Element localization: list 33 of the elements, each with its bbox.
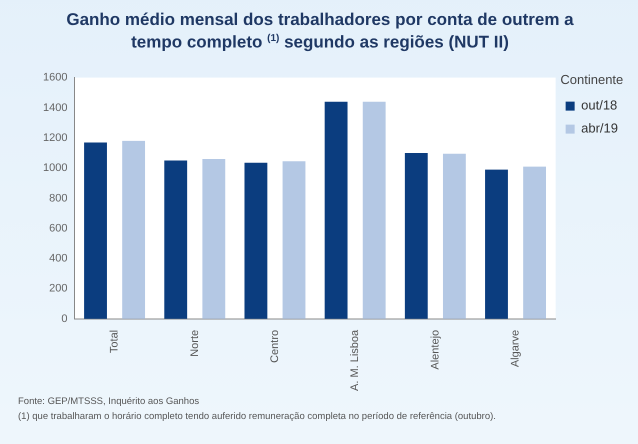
x-tick-label: A. M. Lisboa	[349, 328, 362, 391]
x-tick-label: Centro	[268, 330, 281, 363]
y-tick-label: 1600	[42, 72, 68, 84]
bar	[485, 170, 508, 319]
x-tick-label: Alentejo	[429, 330, 442, 370]
bar	[282, 161, 306, 319]
bar	[362, 102, 386, 319]
bar	[244, 162, 268, 319]
x-tick-label: Algarve	[510, 330, 522, 368]
bar	[84, 142, 107, 319]
text: (1) que trabalharam o horário completo tendo auferido remuneração completa no período de referência (outubro).	[18, 410, 497, 423]
chart-title: Ganho médio mensal dos trabalhadores por conta de outrem a tempo completo $^{(1)}$ segundo as regiões (NUT II)	[65, 10, 575, 52]
bar	[122, 140, 146, 319]
y-tick-label: 1400	[42, 102, 68, 114]
legend-title: Continente	[560, 72, 624, 88]
bar	[442, 154, 466, 319]
y-tick-label: 200	[49, 282, 68, 295]
y-tick-label: 1200	[42, 132, 68, 144]
bar	[202, 159, 226, 319]
y-tick-label: 800	[49, 192, 68, 204]
y-tick-label: 1000	[42, 162, 68, 174]
bar	[523, 166, 546, 319]
x-tick-label: Norte	[188, 330, 201, 357]
x-tick-label: Total	[108, 330, 121, 354]
y-tick-label: 600	[49, 222, 68, 234]
bar	[404, 152, 428, 319]
y-tick-label: 400	[49, 252, 68, 265]
y-tick-label: 0	[61, 312, 68, 325]
bar	[164, 160, 188, 319]
bar	[324, 102, 348, 319]
legend-label: out/18	[581, 98, 618, 113]
legend-label: abr/19	[581, 120, 618, 136]
source-note: Fonte: GEP/MTSSS, Inquérito aos Ganhos	[18, 395, 200, 408]
